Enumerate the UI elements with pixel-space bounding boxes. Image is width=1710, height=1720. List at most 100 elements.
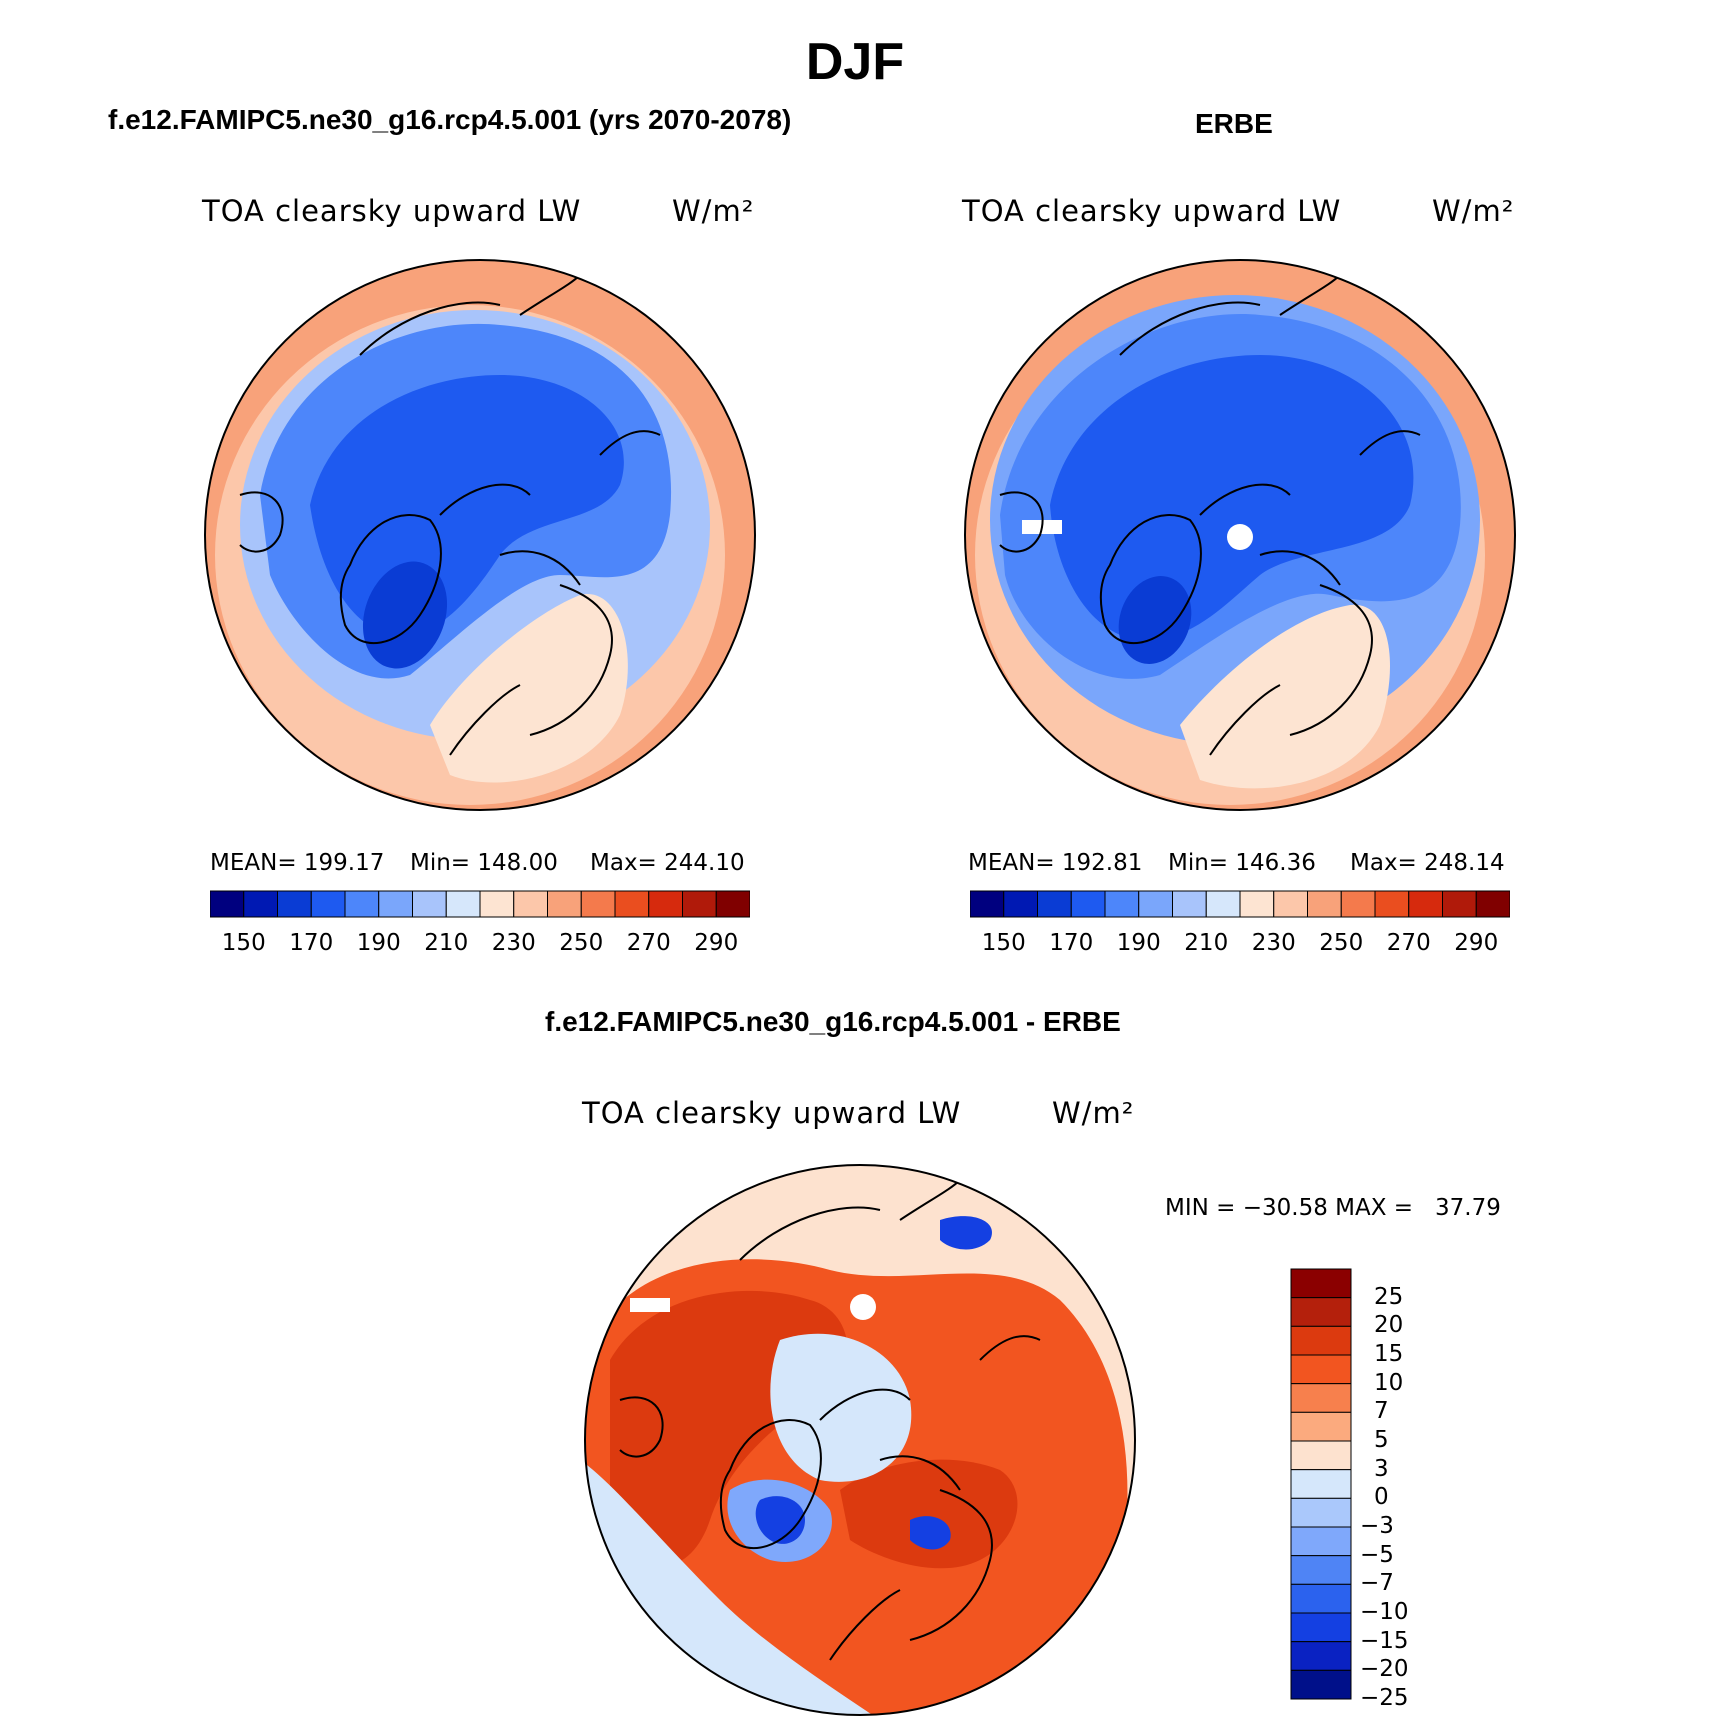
colorbar-swatch xyxy=(1290,1555,1352,1585)
colorbar-tick-label: 150 xyxy=(981,930,1026,956)
colorbar-tick-label: 270 xyxy=(1386,930,1431,956)
right-panel-units: W/m² xyxy=(1432,194,1515,228)
colorbar-swatch xyxy=(1290,1354,1352,1385)
right-min: Min= 146.36 xyxy=(1168,850,1316,876)
colorbar-tick-label: 210 xyxy=(424,930,469,956)
colorbar-swatch xyxy=(1290,1325,1352,1356)
colorbar-tick-label: −5 xyxy=(1360,1541,1394,1568)
colorbar-tick-label: −20 xyxy=(1360,1656,1409,1683)
colorbar-swatch xyxy=(1290,1526,1352,1557)
colorbar-tick-label: 10 xyxy=(1374,1369,1404,1396)
diff-colorbar xyxy=(1290,1268,1352,1700)
colorbar-swatch xyxy=(310,890,346,918)
diff-map-field xyxy=(585,1165,1135,1715)
colorbar-swatch xyxy=(1290,1641,1352,1671)
left-map-field xyxy=(205,260,755,810)
colorbar-tick-label: −25 xyxy=(1360,1685,1409,1711)
colorbar-swatch xyxy=(1172,890,1207,918)
colorbar-tick-label: 25 xyxy=(1374,1283,1404,1310)
colorbar-tick-label: −15 xyxy=(1360,1627,1409,1654)
colorbar-swatch xyxy=(1290,1612,1352,1643)
colorbar-swatch xyxy=(1239,890,1275,918)
colorbar-swatch xyxy=(1408,890,1443,918)
right-mean: MEAN= 192.81 xyxy=(968,850,1143,876)
colorbar-tick-label: 190 xyxy=(1116,930,1161,956)
colorbar-swatch xyxy=(1104,890,1140,918)
colorbar-tick-label: 290 xyxy=(1454,930,1499,956)
colorbar-tick-label: −7 xyxy=(1360,1570,1394,1597)
colorbar-tick-label: 250 xyxy=(559,930,604,956)
right-polar-map xyxy=(964,259,1516,811)
colorbar-swatch xyxy=(1205,890,1241,918)
left-colorbar xyxy=(210,890,750,918)
colorbar-tick-label: 230 xyxy=(1251,930,1296,956)
colorbar-tick-label: 290 xyxy=(694,930,739,956)
colorbar-swatch xyxy=(479,890,515,918)
colorbar-tick-label: 190 xyxy=(356,930,401,956)
colorbar-tick-label: 250 xyxy=(1319,930,1364,956)
colorbar-swatch xyxy=(1307,890,1342,918)
colorbar-swatch xyxy=(1070,890,1106,918)
colorbar-swatch xyxy=(412,890,447,918)
left-coastlines xyxy=(239,274,661,756)
colorbar-tick-label: 170 xyxy=(289,930,334,956)
colorbar-swatch xyxy=(1475,890,1510,918)
colorbar-tick-label: 210 xyxy=(1184,930,1229,956)
colorbar-swatch xyxy=(1290,1440,1352,1471)
colorbar-swatch xyxy=(970,890,1005,918)
left-max: Max= 244.10 xyxy=(590,850,745,876)
colorbar-swatch xyxy=(1340,890,1376,918)
colorbar-tick-label: 5 xyxy=(1374,1427,1389,1453)
colorbar-swatch xyxy=(1290,1583,1352,1614)
colorbar-swatch xyxy=(1138,890,1173,918)
colorbar-tick-label: −10 xyxy=(1360,1599,1409,1625)
colorbar-swatch xyxy=(1290,1497,1352,1528)
colorbar-tick-label: 3 xyxy=(1374,1455,1389,1482)
left-panel-variable: TOA clearsky upward LW xyxy=(202,194,582,228)
colorbar-swatch xyxy=(648,890,683,918)
right-colorbar-ticks: 150 170 190 210 230 250 270 290 xyxy=(970,930,1510,960)
diff-colorbar-ticks: 25 20 15 10 7 5 3 0 −3 −5 −7 −10 −15 −20 −25 xyxy=(1360,1268,1440,1711)
left-panel-units: W/m² xyxy=(672,194,755,228)
colorbar-swatch xyxy=(1290,1268,1352,1299)
colorbar-swatch xyxy=(277,890,312,918)
diff-minmax: MIN = −30.58 MAX = 37.79 xyxy=(1165,1195,1501,1221)
diff-coastlines xyxy=(619,1179,1041,1661)
left-mean: MEAN= 199.17 xyxy=(210,850,385,876)
right-colorbar xyxy=(970,890,1510,918)
colorbar-swatch xyxy=(1290,1383,1352,1413)
colorbar-swatch xyxy=(378,890,413,918)
colorbar-tick-label: 230 xyxy=(491,930,536,956)
colorbar-swatch xyxy=(682,890,717,918)
left-panel-case-title: f.e12.FAMIPC5.ne30_g16.rcp4.5.001 (yrs 2… xyxy=(108,104,792,135)
colorbar-tick-label: 150 xyxy=(221,930,266,956)
colorbar-tick-label: 15 xyxy=(1374,1341,1404,1367)
diff-panel-units: W/m² xyxy=(1052,1096,1135,1130)
colorbar-swatch xyxy=(1290,1297,1352,1327)
colorbar-swatch xyxy=(580,890,616,918)
colorbar-swatch xyxy=(547,890,582,918)
colorbar-tick-label: 270 xyxy=(626,930,671,956)
colorbar-swatch xyxy=(513,890,548,918)
right-max: Max= 248.14 xyxy=(1350,850,1505,876)
figure-title: DJF xyxy=(805,33,905,91)
colorbar-swatch xyxy=(1374,890,1410,918)
colorbar-tick-label: 0 xyxy=(1374,1484,1389,1511)
right-map-field xyxy=(965,260,1515,810)
left-min: Min= 148.00 xyxy=(410,850,558,876)
colorbar-swatch xyxy=(1290,1411,1352,1442)
colorbar-swatch xyxy=(1290,1469,1352,1499)
colorbar-tick-label: −3 xyxy=(1360,1513,1394,1539)
colorbar-swatch xyxy=(1442,890,1477,918)
colorbar-swatch xyxy=(1290,1669,1352,1700)
diff-panel-case-title: f.e12.FAMIPC5.ne30_g16.rcp4.5.001 - ERBE xyxy=(545,1006,1121,1037)
colorbar-swatch xyxy=(1003,890,1038,918)
colorbar-swatch xyxy=(445,890,481,918)
colorbar-swatch xyxy=(210,890,245,918)
colorbar-swatch xyxy=(1273,890,1308,918)
left-polar-map xyxy=(204,259,756,811)
colorbar-tick-label: 7 xyxy=(1374,1398,1389,1425)
diff-panel-variable: TOA clearsky upward LW xyxy=(582,1096,962,1130)
diff-polar-map xyxy=(584,1164,1136,1716)
colorbar-swatch xyxy=(344,890,380,918)
